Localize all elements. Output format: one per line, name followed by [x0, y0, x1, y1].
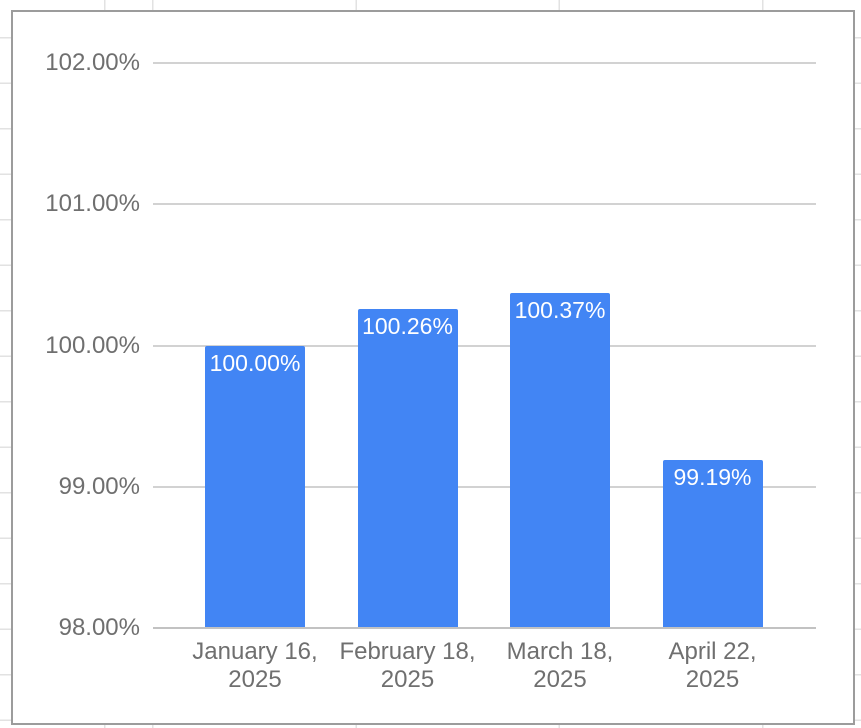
gridline: [153, 344, 816, 347]
x-axis-tick-label: March 18, 2025: [470, 638, 650, 694]
y-axis-tick-label: 99.00%: [58, 472, 140, 500]
x-axis-tick-label-line: March 18,: [506, 638, 614, 665]
bar-april-22-2025[interactable]: 99.19%: [662, 459, 763, 629]
y-axis-tick-label: 100.00%: [45, 331, 140, 359]
bar-march-18-2025[interactable]: 100.37%: [510, 293, 610, 629]
gridline: [153, 485, 816, 488]
x-axis-tick-label-line: 2025: [228, 666, 282, 693]
y-axis-tick-label: 102.00%: [45, 49, 140, 76]
plot-area: 102.00% 101.00% 100.00% 99.00% 98.00% 100.00…: [13, 12, 853, 723]
y-axis-tick-label: 101.00%: [45, 190, 140, 218]
bar-january-16-2025[interactable]: 100.00%: [205, 345, 305, 629]
gridline: [153, 203, 816, 206]
x-axis-tick-label-line: January 16,: [192, 638, 318, 665]
x-axis-tick-label: April 22, 2025: [623, 638, 803, 694]
bar-value-label: 99.19%: [673, 463, 752, 490]
x-axis-tick-label-line: 2025: [533, 666, 587, 693]
x-axis-tick-label: January 16, 2025: [165, 638, 345, 694]
bar-value-label: 100.00%: [209, 349, 301, 376]
x-axis-tick-label-line: April 22,: [668, 638, 757, 665]
x-axis-line: [153, 627, 816, 629]
y-axis-tick-label: 98.00%: [58, 614, 140, 641]
gridline: [153, 62, 816, 64]
bar-value-label: 100.37%: [514, 297, 606, 324]
embedded-chart[interactable]: 102.00% 101.00% 100.00% 99.00% 98.00% 100.00…: [11, 10, 855, 725]
x-axis-tick-label-line: 2025: [685, 666, 740, 693]
bar-value-label: 100.26%: [362, 312, 453, 339]
x-axis-tick-label: February 18, 2025: [318, 638, 498, 694]
x-axis-tick-label-line: 2025: [380, 666, 435, 693]
bar-february-18-2025[interactable]: 100.26%: [357, 308, 458, 629]
x-axis-tick-label-line: February 18,: [339, 638, 476, 665]
